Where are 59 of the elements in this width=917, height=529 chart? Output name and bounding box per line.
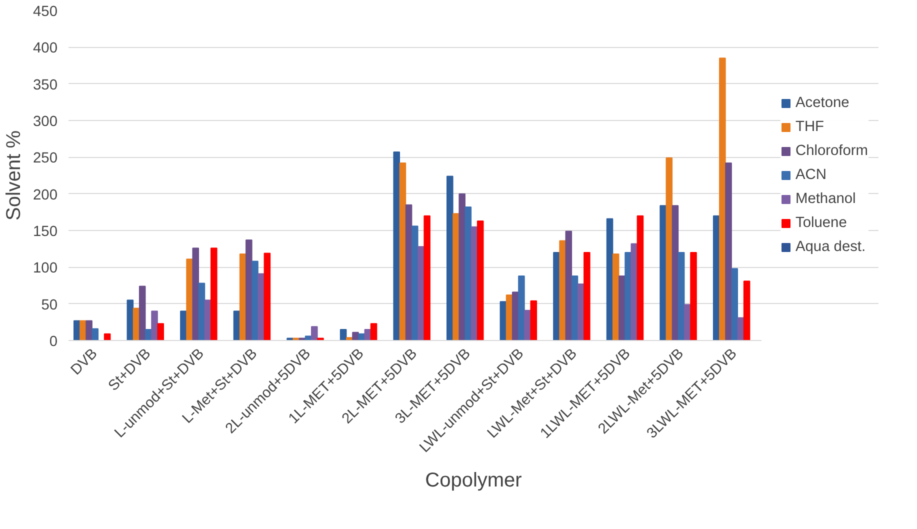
bar [246,240,252,340]
bar [138,286,146,340]
bar [660,205,666,340]
y-tick-label: 350 [33,77,58,94]
y-tick-label: 450 [33,4,58,20]
bar [92,328,99,340]
bar [606,218,614,340]
y-tick-label: 100 [33,260,58,277]
y-tick-label: 400 [33,40,58,57]
bar [264,252,271,340]
y-tick-label: 50 [41,297,58,314]
bar [424,215,430,340]
bar [636,215,644,340]
bar [258,273,264,340]
bar [678,252,685,340]
legend-label: Aqua dest. [796,239,866,255]
bar [518,275,525,340]
legend-label: THF [796,119,824,135]
bar [192,248,200,340]
bar [157,323,164,340]
bar [86,320,92,340]
bar [411,226,418,340]
legend-label: Chloroform [796,143,868,159]
y-tick-label: 0 [49,334,58,350]
bar [690,252,697,340]
bar [458,193,466,340]
bar [210,248,218,340]
bar [672,205,679,340]
bar [399,162,406,340]
legend-label: ACN [796,167,826,183]
bar [565,230,572,340]
bar [340,329,347,340]
bar [725,162,732,340]
bar [476,220,484,340]
bar [370,323,378,340]
legend-label: Acetone [796,95,850,111]
y-tick-label: 300 [33,114,58,130]
legend-label: Toluene [796,215,847,231]
bar [393,152,400,340]
bar [252,260,258,340]
y-tick-label: 150 [33,224,58,240]
bar [530,300,538,340]
bar [630,243,638,340]
x-axis-title: Copolymer [425,470,522,492]
bar [719,58,726,340]
y-tick-label: 250 [33,150,58,167]
bar [584,252,590,340]
legend-label: Methanol [796,191,856,207]
bar [311,326,318,340]
bar [666,157,673,340]
bar [731,268,738,340]
bar [612,253,620,340]
bar [198,282,206,340]
bar [559,240,566,340]
y-tick-label: 200 [33,187,58,204]
bar [151,310,158,340]
bar [446,176,454,340]
bar [743,280,750,340]
y-axis-title: Solvent % [3,130,26,221]
